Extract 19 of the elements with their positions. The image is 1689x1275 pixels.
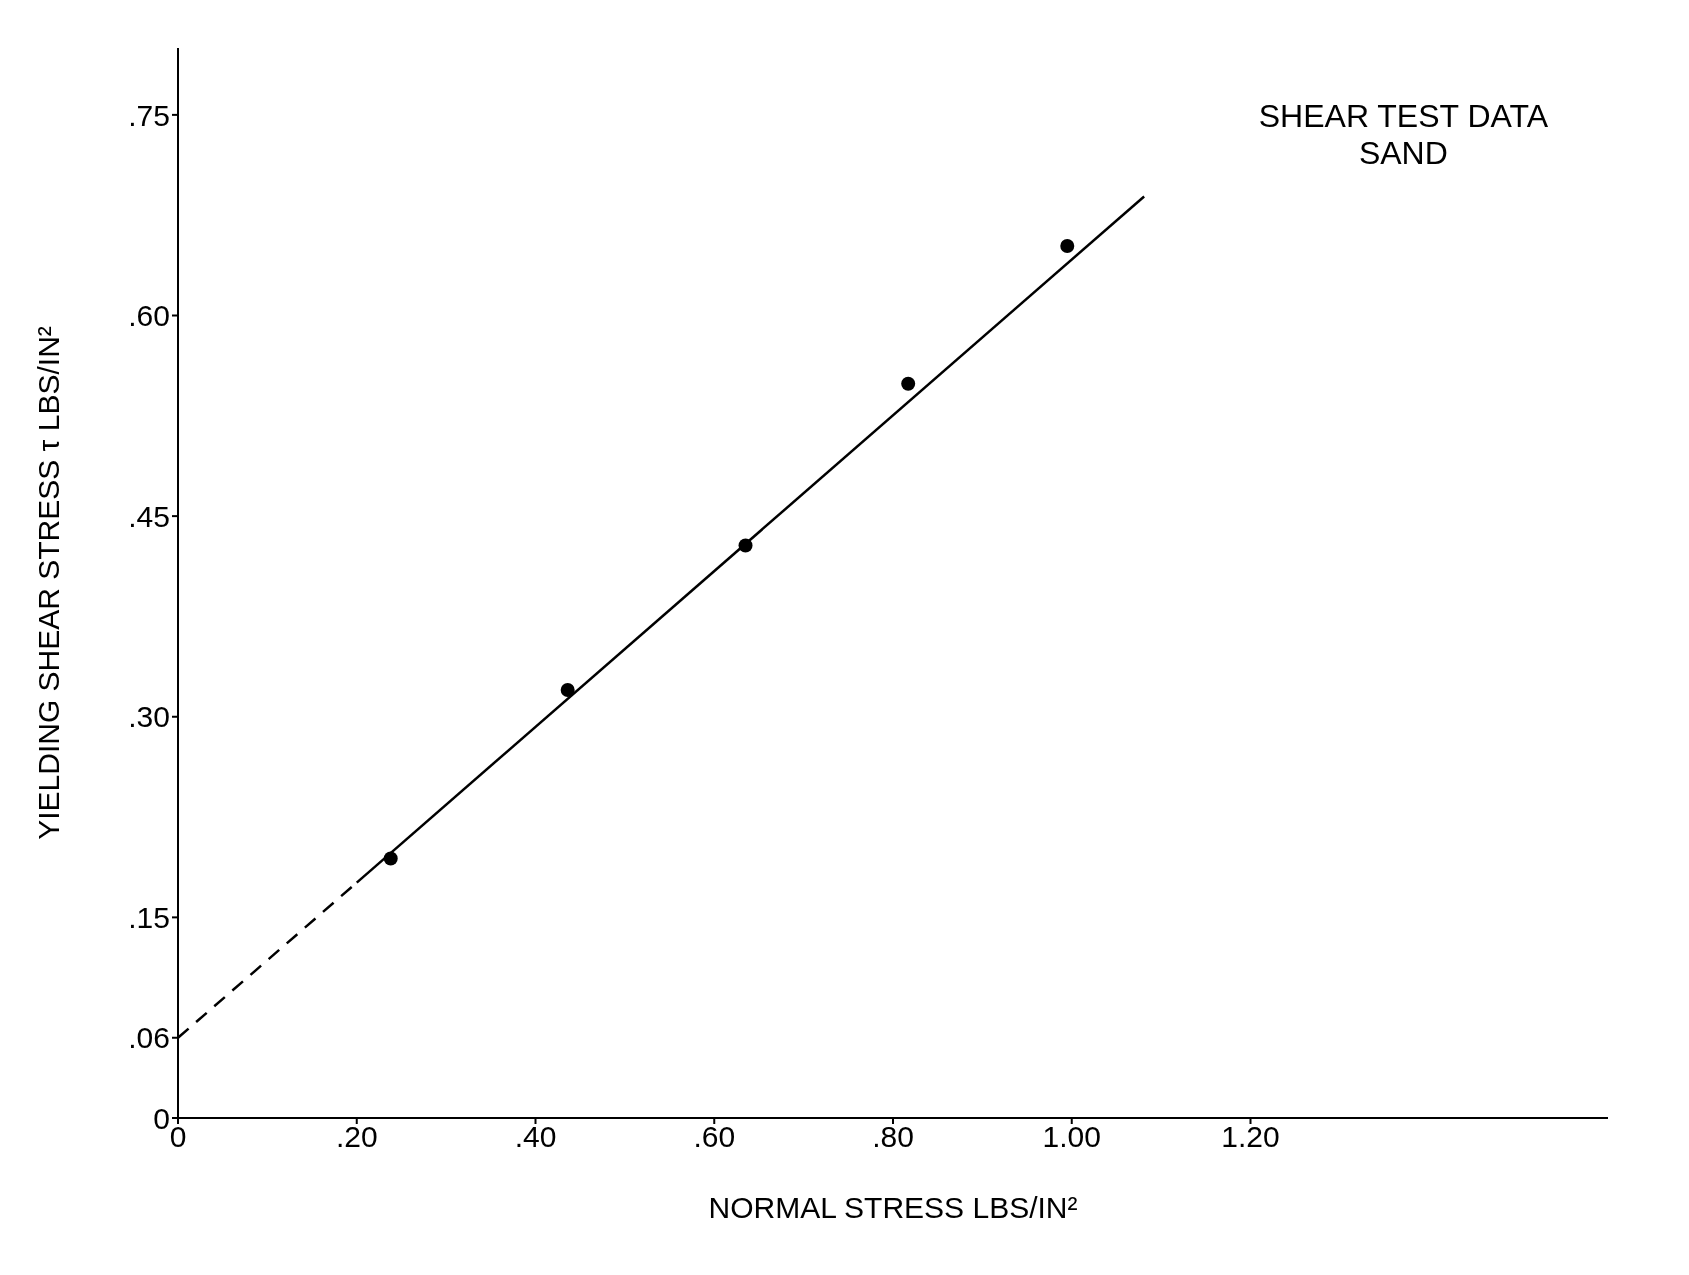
x-tick-label: .20 bbox=[335, 1120, 378, 1154]
text: SAND bbox=[1357, 135, 1449, 172]
point bbox=[901, 376, 916, 391]
y-tick-label: .75 bbox=[128, 98, 170, 132]
point bbox=[1060, 238, 1075, 253]
y-tick-label: .06 bbox=[128, 1021, 170, 1055]
point bbox=[560, 683, 575, 697]
x-tick-label: 1.00 bbox=[1042, 1120, 1101, 1154]
x-axis-title: NORMAL STRESS LBS/IN² bbox=[708, 1191, 1078, 1224]
y-tick-label: .15 bbox=[128, 901, 170, 935]
y-tick-label: .60 bbox=[128, 299, 170, 333]
x-tick-label: 1.20 bbox=[1221, 1120, 1280, 1154]
x-tick-label: .40 bbox=[514, 1120, 557, 1154]
x-tick-label: .60 bbox=[693, 1120, 736, 1154]
y-tick-label: .30 bbox=[128, 700, 170, 734]
y-axis-title: YIELDING SHEAR STRESS τ LBS/IN² bbox=[31, 326, 65, 840]
text: SHEAR TEST DATA bbox=[1258, 98, 1548, 135]
y-tick-label: .45 bbox=[128, 499, 170, 533]
x-tick-label: .80 bbox=[872, 1120, 914, 1154]
